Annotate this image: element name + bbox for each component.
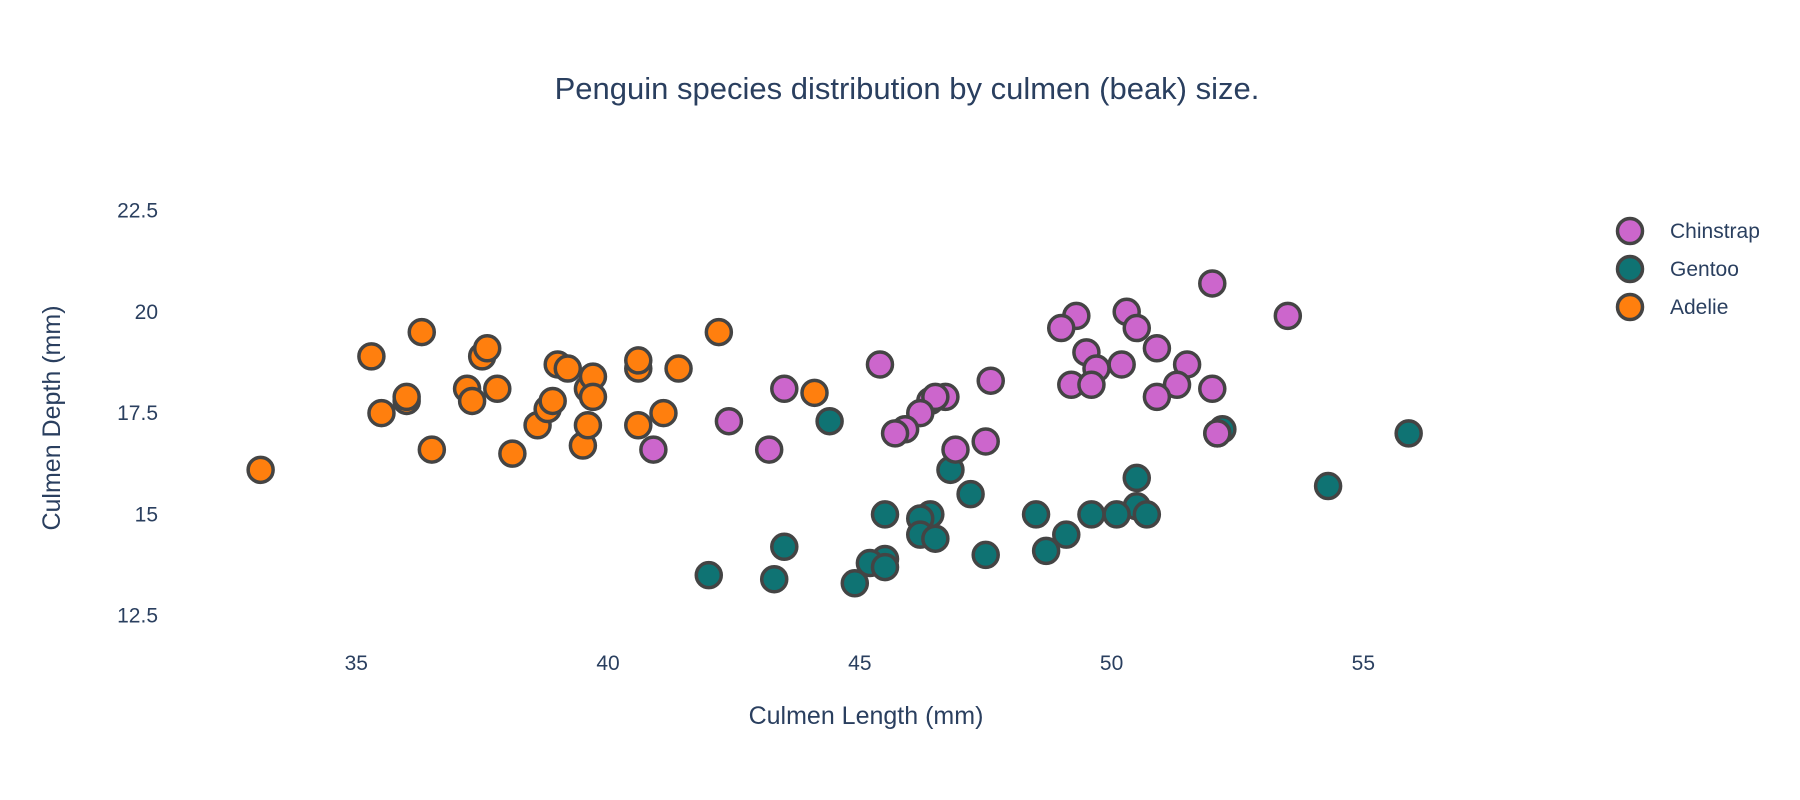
data-point-gentoo[interactable]	[1031, 536, 1061, 566]
x-axis-ticks: 35 40 45 50 55	[345, 652, 1375, 675]
data-point-adelie[interactable]	[538, 386, 567, 416]
data-point-chinstrap[interactable]	[941, 435, 970, 464]
data-point-gentoo[interactable]	[1313, 471, 1343, 501]
data-point-chinstrap[interactable]	[1203, 419, 1232, 448]
legend-label: Adelie	[1670, 296, 1728, 319]
data-point-chinstrap[interactable]	[976, 366, 1005, 395]
data-point-adelie[interactable]	[367, 398, 396, 428]
data-point-chinstrap[interactable]	[770, 374, 799, 404]
x-tick-label: 40	[596, 652, 619, 675]
data-point-adelie[interactable]	[800, 378, 829, 408]
data-point-chinstrap[interactable]	[1198, 269, 1227, 298]
data-point-gentoo[interactable]	[1021, 500, 1051, 529]
data-point-adelie[interactable]	[483, 374, 512, 404]
data-point-gentoo[interactable]	[840, 569, 870, 598]
data-point-chinstrap[interactable]	[754, 435, 784, 464]
data-point-chinstrap[interactable]	[1198, 374, 1227, 404]
legend-label: Gentoo	[1670, 258, 1739, 281]
data-point-adelie[interactable]	[553, 354, 583, 383]
x-axis-title: Culmen Length (mm)	[749, 702, 984, 730]
data-point-adelie[interactable]	[417, 435, 447, 464]
y-tick-label: 20	[135, 301, 158, 324]
data-point-chinstrap[interactable]	[1142, 334, 1172, 363]
data-point-chinstrap[interactable]	[880, 419, 910, 448]
data-point-chinstrap[interactable]	[1273, 301, 1303, 331]
legend: Chinstrap Gentoo Adelie	[1615, 216, 1760, 322]
data-point-adelie[interactable]	[704, 317, 734, 347]
y-tick-label: 17.5	[117, 402, 158, 425]
legend-marker	[1615, 292, 1645, 322]
data-point-chinstrap[interactable]	[865, 350, 895, 379]
data-point-gentoo[interactable]	[870, 552, 900, 582]
data-point-gentoo[interactable]	[921, 524, 950, 553]
x-tick-label: 50	[1100, 652, 1123, 675]
y-tick-label: 15	[135, 503, 158, 526]
chart-title: Penguin species distribution by culmen (…	[555, 71, 1260, 106]
series-gentoo	[694, 406, 1423, 598]
data-point-gentoo[interactable]	[1077, 500, 1106, 529]
y-axis-title: Culmen Depth (mm)	[38, 305, 66, 530]
data-point-adelie[interactable]	[649, 398, 678, 428]
data-point-adelie[interactable]	[472, 334, 502, 363]
data-point-adelie[interactable]	[624, 411, 653, 440]
data-point-chinstrap[interactable]	[1107, 350, 1136, 379]
series-chinstrap	[639, 269, 1303, 464]
y-axis-ticks: 12.5 15 17.5 20 22.5	[117, 200, 158, 628]
legend-item-adelie[interactable]: Adelie	[1615, 292, 1729, 322]
data-point-adelie[interactable]	[457, 386, 487, 416]
data-point-gentoo[interactable]	[759, 564, 789, 594]
data-point-adelie[interactable]	[624, 346, 653, 375]
data-point-gentoo[interactable]	[1132, 500, 1162, 529]
legend-marker	[1615, 216, 1645, 246]
data-point-chinstrap[interactable]	[1077, 370, 1106, 399]
data-point-adelie[interactable]	[573, 411, 603, 440]
legend-item-chinstrap[interactable]: Chinstrap	[1615, 216, 1760, 246]
data-point-gentoo[interactable]	[870, 500, 900, 529]
plot-area	[246, 269, 1423, 598]
data-point-chinstrap[interactable]	[1046, 313, 1076, 343]
data-point-chinstrap[interactable]	[714, 406, 744, 436]
data-point-chinstrap[interactable]	[1142, 382, 1172, 412]
data-point-adelie[interactable]	[407, 317, 437, 347]
data-point-gentoo[interactable]	[956, 479, 985, 509]
data-point-gentoo[interactable]	[815, 406, 844, 436]
data-point-chinstrap[interactable]	[639, 435, 668, 464]
data-point-gentoo[interactable]	[770, 532, 799, 562]
data-point-adelie[interactable]	[578, 382, 608, 412]
data-point-gentoo[interactable]	[1052, 520, 1081, 549]
data-point-chinstrap[interactable]	[971, 427, 1000, 456]
data-point-gentoo[interactable]	[971, 540, 1000, 570]
y-tick-label: 12.5	[117, 605, 158, 628]
legend-marker	[1615, 254, 1645, 284]
data-point-adelie[interactable]	[498, 439, 527, 468]
legend-label: Chinstrap	[1670, 220, 1760, 243]
x-tick-label: 35	[345, 652, 368, 675]
x-tick-label: 45	[848, 652, 871, 675]
data-point-chinstrap[interactable]	[1162, 370, 1192, 399]
data-point-gentoo[interactable]	[1394, 419, 1423, 448]
data-point-adelie[interactable]	[246, 455, 275, 485]
data-point-chinstrap[interactable]	[1122, 313, 1152, 343]
data-point-adelie[interactable]	[392, 382, 421, 412]
data-point-gentoo[interactable]	[694, 560, 724, 590]
data-point-gentoo[interactable]	[1102, 500, 1131, 529]
data-point-adelie[interactable]	[664, 354, 693, 383]
x-tick-label: 55	[1352, 652, 1375, 675]
series-adelie	[246, 317, 829, 485]
data-point-adelie[interactable]	[357, 342, 386, 371]
y-tick-label: 22.5	[117, 200, 158, 223]
data-point-gentoo[interactable]	[1122, 463, 1152, 493]
legend-item-gentoo[interactable]: Gentoo	[1615, 254, 1739, 284]
